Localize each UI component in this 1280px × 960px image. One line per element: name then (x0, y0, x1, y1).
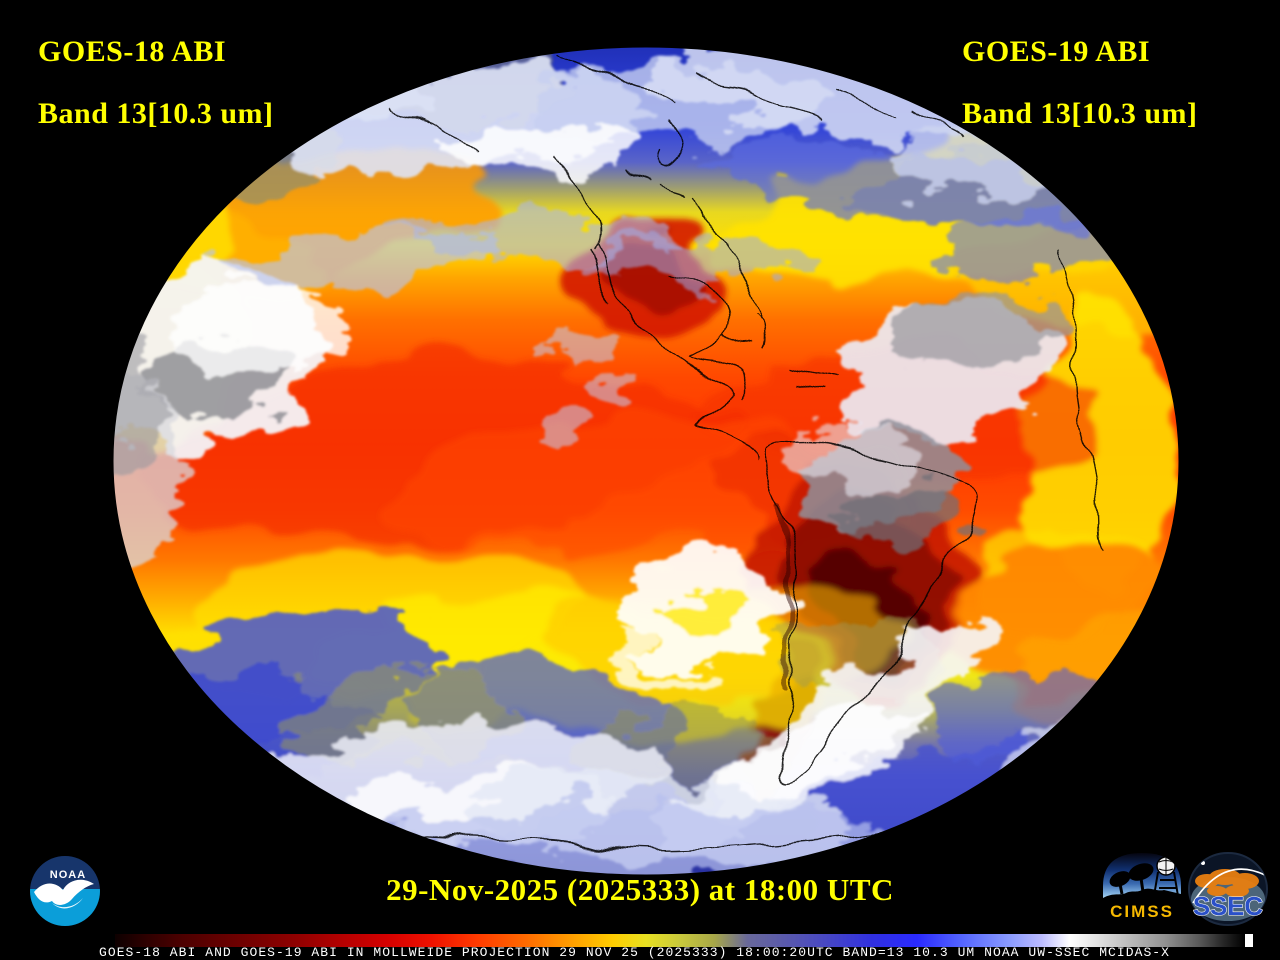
orbit-arc (1192, 868, 1266, 904)
noaa-seagull (34, 879, 94, 905)
status-caption: GOES-18 ABI AND GOES-19 ABI IN MOLLWEIDE… (99, 945, 1171, 960)
ground-silhouette (1103, 888, 1181, 921)
goes19-title: GOES-19 ABI (962, 35, 1151, 68)
ssec-logo: SSEC (1188, 852, 1268, 926)
cimss-wordmark: CIMSS (1110, 902, 1174, 921)
satellite-dish-small (1109, 871, 1131, 887)
goes18-label: GOES-18 ABI Band 13[10.3 um] (38, 36, 274, 129)
continents (1195, 869, 1259, 897)
water-tower-legs (1153, 871, 1179, 897)
mollweide-globe (112, 46, 1180, 876)
goes18-band: Band 13[10.3 um] (38, 97, 274, 130)
timestamp-label: 29-Nov-2025 (2025333) at 18:00 UTC (386, 872, 894, 907)
satellite-dish-large (1128, 863, 1154, 881)
colorbar-end-marker (1245, 934, 1253, 947)
temperature-colorbar (115, 934, 1245, 947)
goes19-band: Band 13[10.3 um] (962, 97, 1198, 130)
coastlines (359, 57, 1104, 851)
noaa-wordmark: NOAA (50, 869, 86, 881)
noaa-logo: NOAA (30, 856, 100, 926)
cimss-logo: CIMSS (1100, 850, 1184, 924)
goes19-label: GOES-19 ABI Band 13[10.3 um] (962, 36, 1198, 129)
ssec-wordmark: SSEC (1193, 891, 1263, 921)
goes18-title: GOES-18 ABI (38, 35, 227, 68)
